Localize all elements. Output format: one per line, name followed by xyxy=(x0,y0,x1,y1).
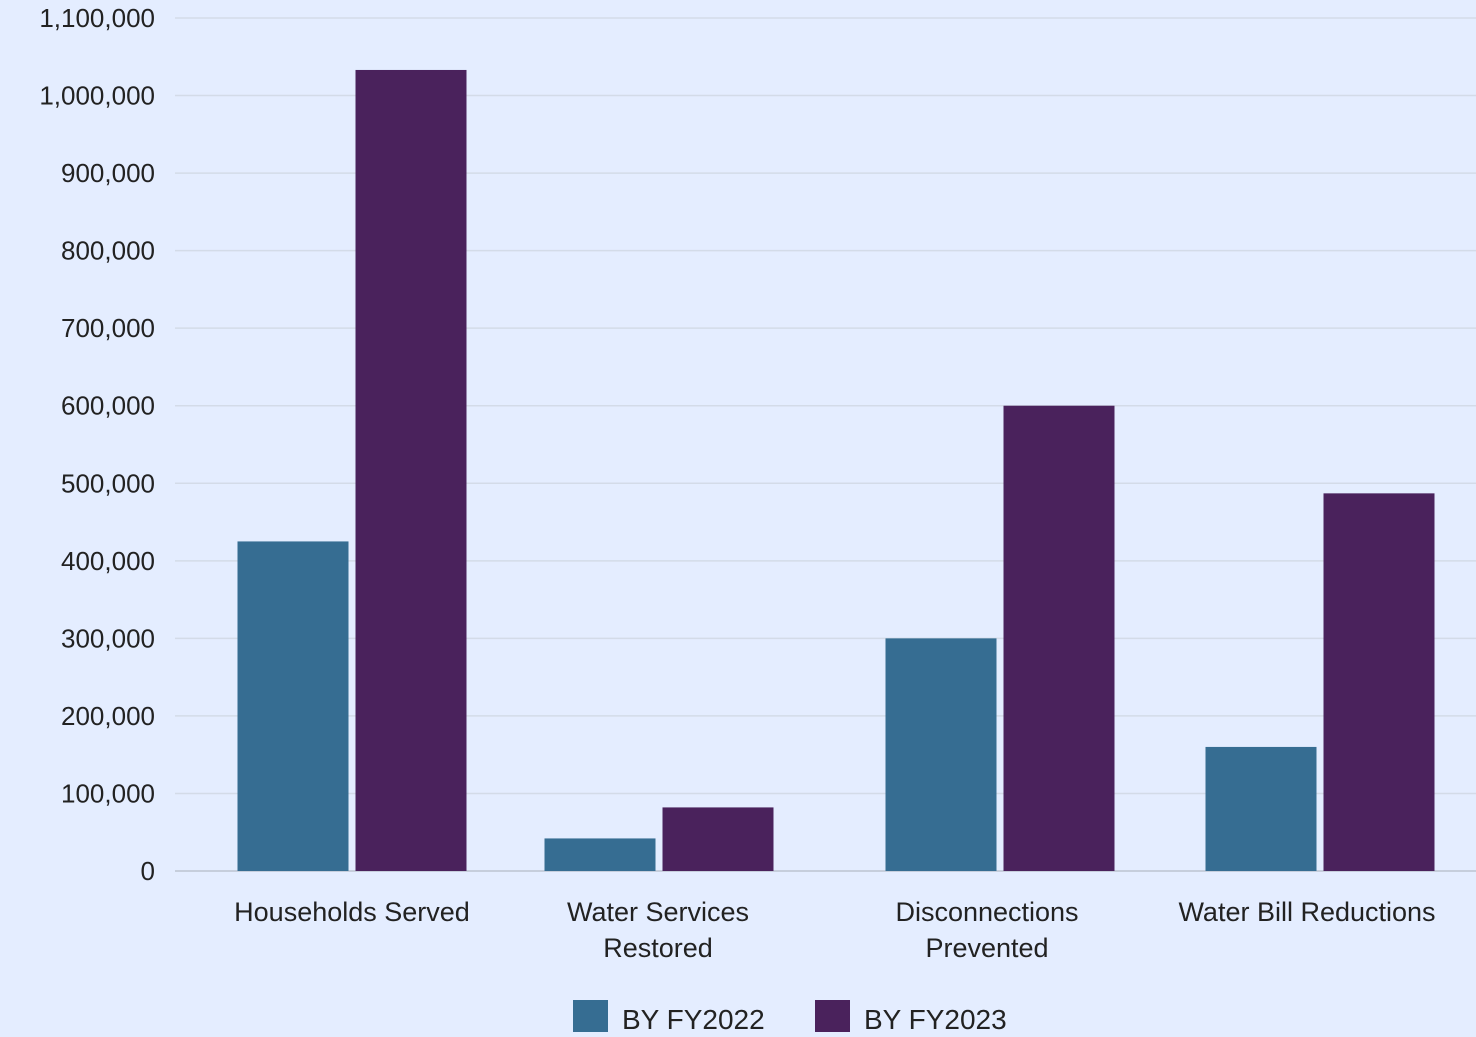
y-tick-label: 1,100,000 xyxy=(39,3,155,33)
bar-fy2023-cat-3 xyxy=(1323,493,1435,871)
y-tick-label: 0 xyxy=(141,856,155,886)
bar-fy2022-cat-1 xyxy=(544,838,656,871)
bar-fy2023-cat-0 xyxy=(355,69,467,872)
y-tick-label: 600,000 xyxy=(61,391,155,421)
y-tick-label: 1,000,000 xyxy=(39,81,155,111)
legend-label: BY FY2022 xyxy=(622,1004,765,1032)
y-tick-label: 700,000 xyxy=(61,313,155,343)
x-category-label: Households Served xyxy=(234,897,470,927)
bar-fy2022-cat-0 xyxy=(237,541,349,871)
y-tick-label: 200,000 xyxy=(61,701,155,731)
legend-swatch xyxy=(815,1000,850,1032)
y-tick-label: 900,000 xyxy=(61,158,155,188)
bar-fy2022-cat-3 xyxy=(1205,746,1317,871)
bar-fy2023-cat-2 xyxy=(1003,405,1115,871)
y-tick-label: 100,000 xyxy=(61,778,155,808)
bar-fy2023-cat-1 xyxy=(662,807,774,871)
bars xyxy=(237,69,1435,872)
bar-fy2022-cat-2 xyxy=(885,638,997,871)
legend: BY FY2022 BY FY2023 xyxy=(573,1000,1007,1035)
legend-label: BY FY2023 xyxy=(864,1004,1007,1032)
legend-swatch xyxy=(573,1000,608,1032)
y-tick-label: 800,000 xyxy=(61,236,155,266)
y-tick-label: 500,000 xyxy=(61,468,155,498)
x-category-label: Water Bill Reductions xyxy=(1178,897,1435,927)
x-category-label: Disconnections xyxy=(895,897,1078,927)
y-axis-tick-labels: 0 100,000 200,000 300,000 400,000 500,000 600,… xyxy=(39,3,155,886)
y-tick-label: 400,000 xyxy=(61,546,155,576)
x-category-label: Prevented xyxy=(925,933,1048,963)
x-category-label: Water Services xyxy=(567,897,749,927)
y-tick-label: 300,000 xyxy=(61,623,155,653)
x-axis-category-labels: Households Served Water Services Restored D… xyxy=(234,897,1435,963)
x-category-label: Restored xyxy=(603,933,713,963)
